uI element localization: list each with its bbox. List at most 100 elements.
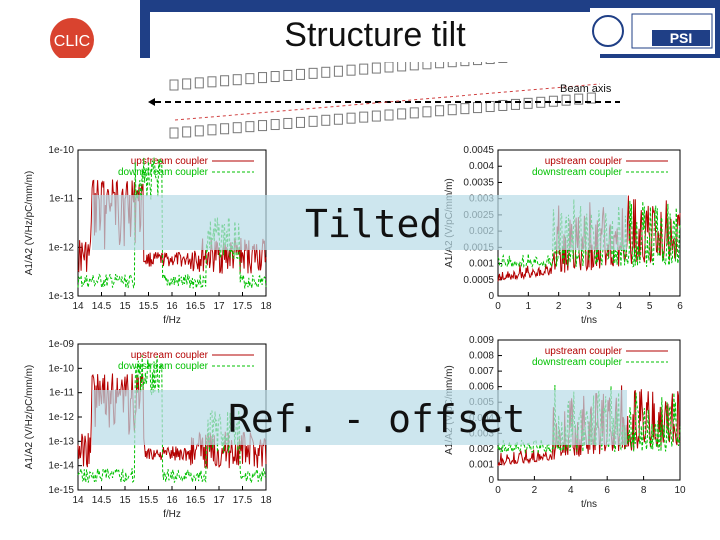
psi-logo-icon: PSI (592, 13, 713, 49)
y-tick-label: 1e-12 (48, 242, 74, 253)
y-tick-label: 1e-12 (48, 412, 74, 423)
x-tick-label: 1 (526, 301, 532, 312)
slide-title: Structure tilt (284, 16, 466, 54)
y-tick-label: 1e-14 (48, 461, 74, 472)
x-tick-label: 15.5 (139, 301, 159, 312)
x-tick-label: 4 (617, 301, 623, 312)
ref-offset-label: Ref. - offset (228, 397, 526, 441)
y-tick-label: 0.007 (469, 366, 494, 377)
y-tick-label: 1e-10 (48, 145, 74, 156)
x-tick-label: 2 (556, 301, 562, 312)
y-tick-label: 1e-13 (48, 436, 74, 447)
cell-bottom (232, 122, 242, 134)
cell-top (308, 67, 318, 79)
x-tick-label: 2 (532, 485, 538, 496)
cell-bottom (460, 103, 470, 115)
downstream-series-line (497, 384, 681, 454)
cell-bottom (510, 98, 520, 110)
cell-bottom (409, 107, 419, 119)
x-axis-title: f/Hz (163, 509, 181, 520)
cell-bottom (586, 92, 596, 104)
tilted-label: Tilted (305, 202, 443, 246)
cell-top (283, 69, 293, 81)
cell-top (359, 63, 369, 75)
cell-top (435, 62, 445, 69)
cell-top (409, 62, 419, 71)
cell-top (473, 62, 483, 66)
legend-entry: upstream coupler (131, 156, 209, 167)
y-tick-label: 0 (488, 475, 494, 486)
y-tick-label: 1e-10 (48, 363, 74, 374)
cell-top (194, 77, 204, 89)
cell-top (346, 64, 356, 76)
x-tick-label: 18 (260, 495, 272, 506)
slide-header: CLIC Structure tilt PSI (0, 0, 720, 58)
x-axis-title: f/Hz (163, 315, 181, 326)
x-tick-label: 14 (72, 301, 84, 312)
cell-bottom (523, 97, 533, 109)
cell-bottom (498, 99, 508, 111)
legend-entry: upstream coupler (545, 156, 623, 167)
highlight-band-bottom (92, 390, 627, 445)
y-tick-label: 0.0005 (463, 275, 494, 286)
x-tick-label: 15 (119, 301, 131, 312)
y-tick-label: 0.006 (469, 382, 494, 393)
y-tick-label: 1e-09 (48, 339, 74, 350)
legend-entry: downstream coupler (532, 357, 623, 368)
legend-entry: upstream coupler (545, 346, 623, 357)
x-tick-label: 14.5 (92, 495, 112, 506)
clic-logo: CLIC (0, 0, 140, 58)
cell-bottom (485, 101, 495, 113)
y-tick-label: 0.008 (469, 351, 494, 362)
y-tick-label: 0 (488, 291, 494, 302)
cell-bottom (397, 108, 407, 120)
x-tick-label: 17 (213, 495, 225, 506)
cell-top (182, 78, 192, 90)
tilt-axis-line (174, 83, 601, 121)
cell-bottom (270, 119, 280, 131)
cern-psi-logos: PSI (590, 8, 715, 54)
x-axis-title: t/ns (581, 499, 597, 510)
downstream-series-line (77, 157, 267, 289)
cell-top (295, 68, 305, 80)
y-tick-label: 0.001 (469, 259, 494, 270)
legend-entry: downstream coupler (532, 167, 623, 178)
cell-top (220, 75, 230, 87)
cell-top (333, 65, 343, 77)
y-tick-label: 0.002 (469, 444, 494, 455)
cell-top (371, 62, 381, 74)
cell-bottom (384, 109, 394, 121)
cell-top (258, 72, 268, 84)
cell-top (169, 79, 179, 91)
x-tick-label: 4 (568, 485, 574, 496)
cell-bottom (422, 106, 432, 118)
cell-bottom (182, 126, 192, 138)
y-tick-label: 0.004 (469, 161, 494, 172)
x-tick-label: 15.5 (139, 495, 159, 506)
y-tick-label: 1e-11 (49, 388, 74, 399)
legend-entry: upstream coupler (131, 350, 209, 361)
x-tick-label: 6 (677, 301, 683, 312)
cell-top (321, 66, 331, 78)
x-tick-label: 5 (647, 301, 653, 312)
legend-entry: downstream coupler (118, 167, 209, 178)
cell-bottom (194, 125, 204, 137)
y-tick-label: 1e-13 (48, 291, 74, 302)
structure-diagram (148, 62, 620, 139)
x-tick-label: 3 (586, 301, 592, 312)
x-tick-label: 14.5 (92, 301, 112, 312)
beam-arrow-icon (148, 98, 155, 106)
cell-top (460, 62, 470, 67)
cell-bottom (574, 93, 584, 105)
y-tick-label: 0.001 (469, 459, 494, 470)
x-tick-label: 17 (213, 301, 225, 312)
cell-top (397, 62, 407, 72)
clic-logo-icon: CLIC (50, 18, 94, 58)
cell-bottom (283, 117, 293, 129)
y-axis-title: A1/A2 (V/Hz/pC/mm/m) (24, 171, 35, 275)
x-tick-label: 18 (260, 301, 272, 312)
x-tick-label: 16.5 (186, 495, 206, 506)
cell-bottom (473, 102, 483, 114)
cell-bottom (371, 110, 381, 122)
beam-axis-label: Beam axis (560, 83, 612, 95)
